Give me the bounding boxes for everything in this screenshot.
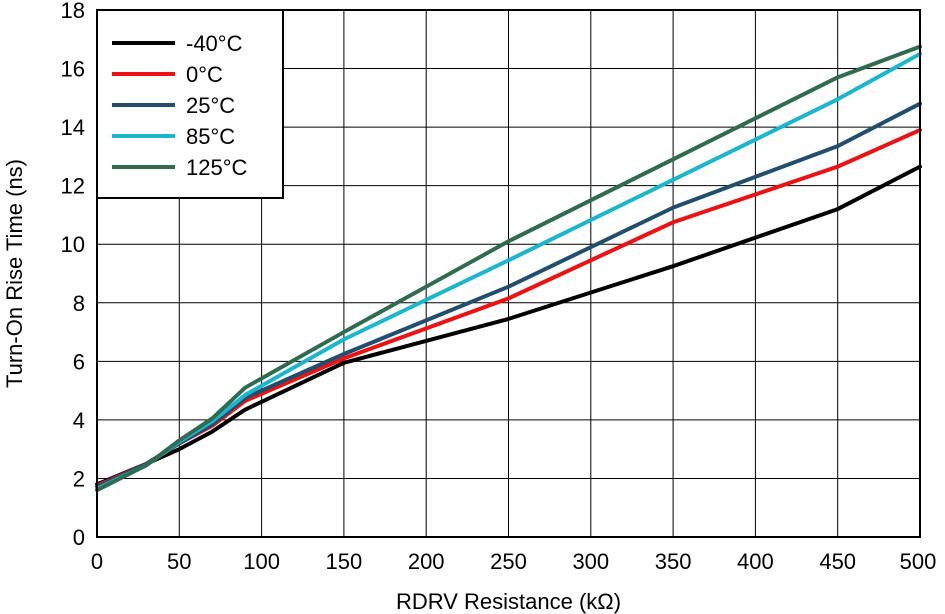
series-lines	[95, 44, 922, 493]
y-tick-label: 8	[73, 291, 85, 316]
x-tick-label: 300	[572, 549, 609, 574]
y-tick-label: 16	[61, 57, 85, 82]
y-tick-label: 4	[73, 408, 85, 433]
y-tick-label: 6	[73, 349, 85, 374]
series-line	[95, 44, 922, 493]
y-tick-label: 14	[61, 115, 85, 140]
legend-label: 0°C	[186, 62, 223, 87]
x-tick-label: 150	[326, 549, 363, 574]
legend-label: 85°C	[186, 124, 235, 149]
x-tick-label: 500	[900, 549, 937, 574]
legend-label: 25°C	[186, 93, 235, 118]
x-axis-title: RDRV Resistance (kΩ)	[396, 589, 621, 614]
x-tick-label: 350	[655, 549, 692, 574]
x-tick-label: 250	[490, 549, 527, 574]
series-line	[95, 164, 922, 487]
x-tick-label: 50	[167, 549, 191, 574]
x-tick-label: 400	[737, 549, 774, 574]
legend-label: -40°C	[186, 31, 243, 56]
x-tick-label: 100	[243, 549, 280, 574]
y-tick-label: 10	[61, 232, 85, 257]
y-tick-label: 2	[73, 466, 85, 491]
y-axis-title: Turn-On Rise Time (ns)	[2, 159, 27, 388]
legend-label: 125°C	[186, 155, 248, 180]
y-tick-labels: 0 2 4 6 8 10 12 14 16 18	[61, 0, 85, 550]
y-tick-label: 12	[61, 174, 85, 199]
x-tick-label: 200	[408, 549, 445, 574]
x-tick-labels: 0 50 100 150 200 250 300 350 400 450 500	[91, 549, 936, 574]
x-tick-label: 450	[819, 549, 856, 574]
y-tick-label: 18	[61, 0, 85, 23]
x-tick-label: 0	[91, 549, 103, 574]
y-tick-label: 0	[73, 525, 85, 550]
legend: -40°C 0°C 25°C 85°C 125°C	[96, 9, 284, 199]
plot-frame	[96, 9, 921, 538]
